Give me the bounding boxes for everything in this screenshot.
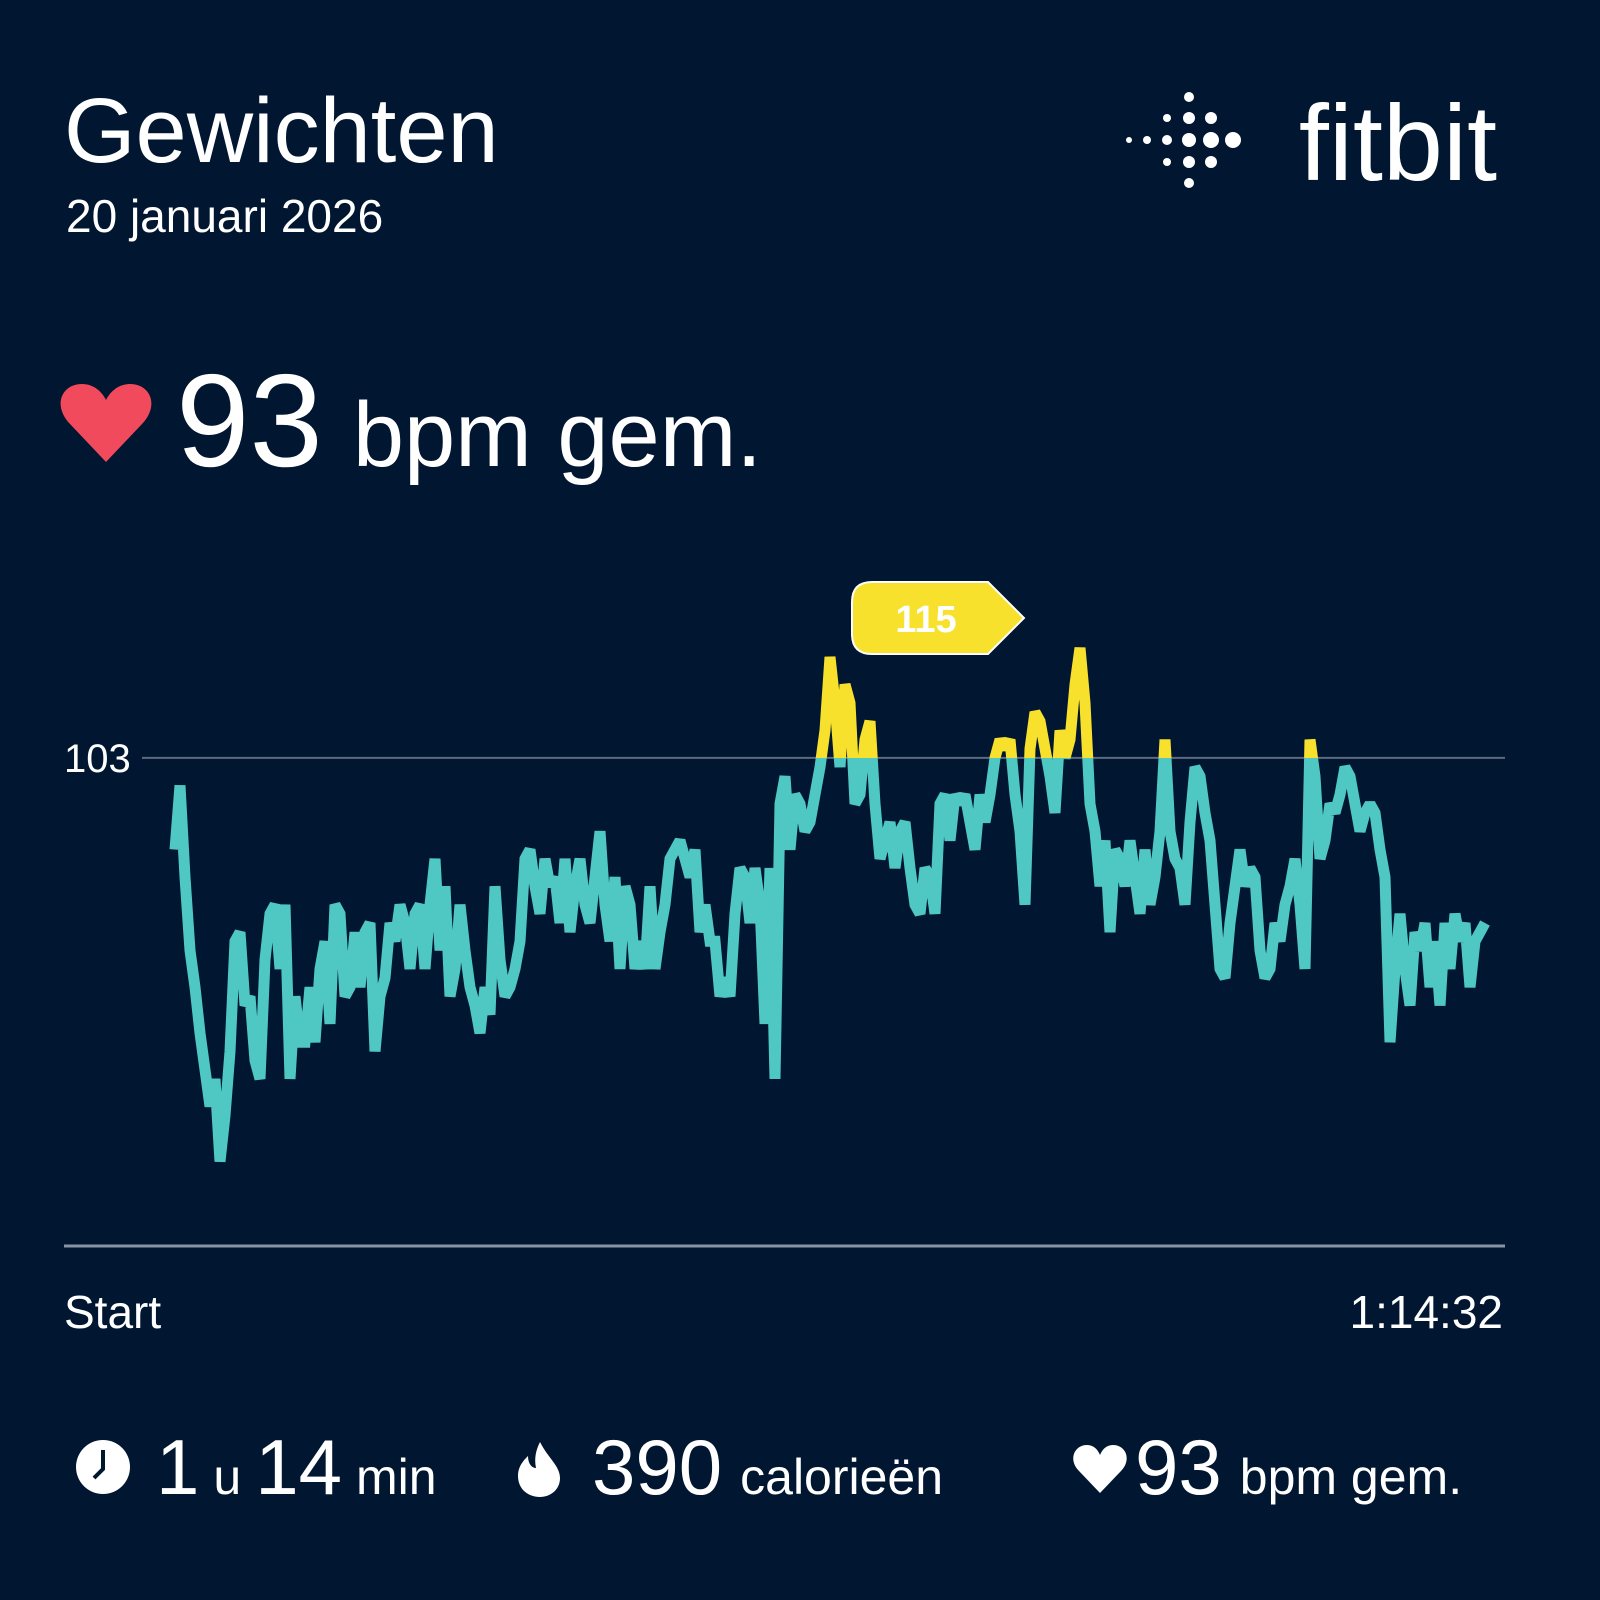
heart-rate-unit: bpm gem. — [1240, 1449, 1462, 1505]
heart-rate-value: 93 — [1135, 1423, 1222, 1511]
max-label-shape — [851, 581, 1026, 655]
title: Gewichten — [64, 80, 499, 182]
heart-small-icon — [1073, 1445, 1127, 1493]
calories-unit: calorieën — [740, 1449, 943, 1505]
heart-icon — [60, 384, 152, 462]
calories: 390 calorieën — [592, 1423, 943, 1511]
duration-minutes-unit: min — [356, 1449, 437, 1505]
max-label-tag: 115 — [851, 581, 1026, 655]
duration-hours-unit: u — [213, 1449, 241, 1505]
x-tick-label: Start — [64, 1286, 161, 1338]
summary-unit: bpm gem. — [353, 384, 762, 486]
duration-minutes: 14 — [255, 1423, 342, 1511]
calories-value: 390 — [592, 1423, 722, 1511]
date: 20 januari 2026 — [66, 190, 383, 242]
heart-rate: 93 bpm gem. — [1135, 1423, 1462, 1511]
brand-logo-dots — [1126, 92, 1241, 188]
duration-hours: 1 — [156, 1423, 199, 1511]
x-tick-label: 1:14:32 — [1350, 1286, 1503, 1338]
summary: 93 bpm gem. — [176, 347, 762, 494]
summary-value: 93 — [176, 347, 323, 494]
chart: 103 Start 1:14:32 115 — [64, 581, 1505, 1338]
heart-rate-line — [169, 647, 1490, 1163]
y-tick-label: 103 — [64, 737, 131, 781]
duration: 1 u 14 min — [156, 1423, 437, 1511]
brand-name: fitbit — [1299, 82, 1497, 203]
clock-icon — [76, 1440, 130, 1494]
max-label: 115 — [895, 599, 956, 641]
flame-icon — [518, 1442, 560, 1497]
